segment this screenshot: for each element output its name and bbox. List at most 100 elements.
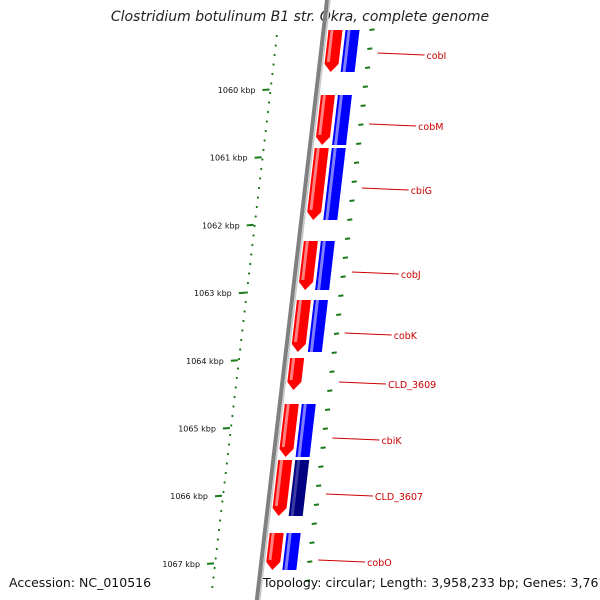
blast-hit-highlight <box>342 30 351 72</box>
ring-dot <box>243 310 246 313</box>
ring-dot <box>225 462 228 465</box>
ring-dot <box>260 167 263 171</box>
ring-dot <box>242 319 245 323</box>
kbp-tick <box>206 562 215 565</box>
ring-dot <box>234 386 237 389</box>
outer-tick <box>369 28 375 31</box>
accession-text: Accession: NC_010516 <box>9 575 152 590</box>
ring-dot <box>240 338 243 342</box>
kbp-tick <box>262 88 270 91</box>
leader-line <box>332 437 380 441</box>
gene-arrow <box>316 95 335 145</box>
ring-dot <box>211 585 214 589</box>
ring-dot <box>221 500 224 503</box>
ring-dot <box>239 348 242 351</box>
ring-dot <box>259 177 262 180</box>
ring-dot <box>269 91 272 95</box>
outer-tick <box>364 66 371 69</box>
gene-arrow <box>266 533 284 570</box>
blast-hit-highlight <box>317 241 326 290</box>
ring-dot <box>257 186 261 190</box>
ring-dot <box>271 72 274 76</box>
leader-line <box>318 559 366 563</box>
outer-tick <box>318 465 324 468</box>
gene-label: cobJ <box>401 270 421 281</box>
ring-dot <box>227 443 231 446</box>
outer-tick <box>322 427 328 430</box>
outer-tick <box>349 199 355 202</box>
ring-dot <box>217 528 221 532</box>
ring-dot <box>236 367 240 370</box>
gene-label: CLD_3609 <box>388 380 436 391</box>
blast-hit-highlight <box>284 533 292 570</box>
outer-tick <box>338 294 344 297</box>
gene-arrow <box>299 241 318 290</box>
outer-tick <box>344 237 351 240</box>
kbp-label: 1061 kbp <box>210 154 248 163</box>
ring-dot <box>273 53 276 57</box>
blast-hit-highlight <box>309 300 319 352</box>
leader-line <box>338 381 387 385</box>
outer-tick <box>320 446 326 449</box>
gene-arrow <box>287 358 305 390</box>
ring-dot <box>254 215 257 218</box>
outer-tick <box>309 541 315 544</box>
gc-dotted-ring <box>211 34 278 589</box>
gene-arrow-highlight <box>274 460 284 506</box>
kbp-label: 1065 kbp <box>178 425 216 434</box>
ring-dot <box>253 224 256 228</box>
ring-dot <box>245 291 248 294</box>
ring-dot <box>222 490 225 494</box>
gene-arrow-highlight <box>268 533 275 560</box>
ring-dot <box>219 519 222 522</box>
gene-label: cobK <box>394 331 418 342</box>
outer-tick <box>307 560 313 563</box>
ring-dot <box>267 101 271 104</box>
kbp-tick <box>246 223 254 227</box>
ring-dot <box>272 63 275 66</box>
ring-dot <box>261 158 264 161</box>
kbp-label: 1067 kbp <box>162 560 200 569</box>
kbp-tick <box>230 359 238 362</box>
outer-tick <box>340 275 346 278</box>
gene-label: cbiG <box>411 186 432 197</box>
outer-tick <box>324 408 331 411</box>
outer-tick <box>304 579 311 582</box>
gene-arrow <box>324 30 343 72</box>
outer-tick <box>333 332 340 335</box>
gene-label: cobO <box>367 558 392 569</box>
ring-dot <box>233 395 236 399</box>
outer-tick <box>367 47 373 50</box>
ring-dot <box>266 110 270 114</box>
backbone-ring <box>254 0 331 600</box>
ring-dot <box>247 272 251 275</box>
kbp-ticks <box>206 88 270 565</box>
kbp-label: 1062 kbp <box>202 221 240 230</box>
gene-label: cbiK <box>381 436 402 447</box>
ring-dot <box>235 376 238 380</box>
outer-tick <box>362 85 368 88</box>
blast-hit-highlight <box>290 460 301 516</box>
kbp-labels: 1060 kbp 1061 kbp 1062 kbp 1063 kbp 1064 kbp… <box>162 86 255 569</box>
ring-dot <box>237 357 241 361</box>
ring-dot <box>264 129 267 133</box>
ring-dot <box>262 148 265 152</box>
ring-dot <box>265 120 268 123</box>
ring-dot <box>220 509 223 513</box>
outer-tick <box>316 484 322 487</box>
gene-label-leaders: cobI cobM cbiG cobJ cobK CLD_3609 cbiK CLD_3607… <box>318 51 446 569</box>
ring-dot <box>216 538 220 541</box>
blast-hit-highlight <box>334 95 343 145</box>
ring-dot <box>270 82 273 85</box>
kbp-label: 1064 kbp <box>186 357 224 366</box>
outer-tick <box>331 351 337 354</box>
outer-tick <box>353 161 360 164</box>
gene-arrow-highlight <box>301 241 309 280</box>
backbone-line <box>254 0 330 600</box>
leader-line <box>344 332 392 336</box>
leader-line <box>351 271 399 275</box>
ring-dot <box>241 329 244 332</box>
backbone-highlight <box>259 0 331 600</box>
ring-dot <box>213 566 216 570</box>
gene-arrow-highlight <box>289 358 296 380</box>
